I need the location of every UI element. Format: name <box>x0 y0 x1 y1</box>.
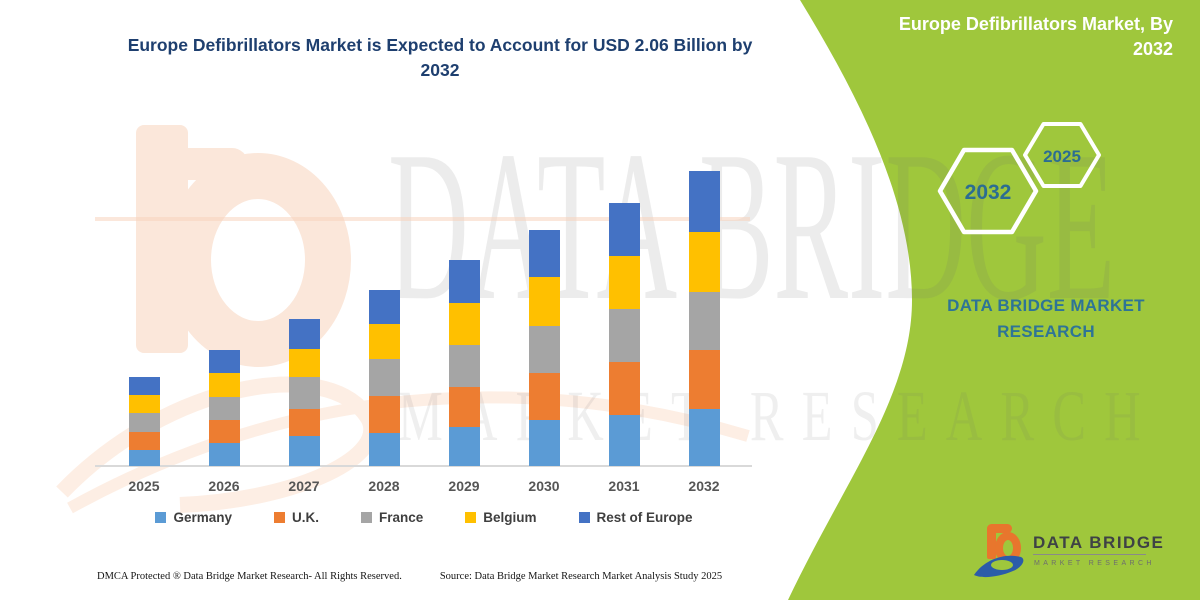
footer: DMCA Protected ® Data Bridge Market Rese… <box>97 571 722 582</box>
segment-belgium-2032[interactable] <box>689 231 720 292</box>
segment-rest-of-europe-2031[interactable] <box>609 202 640 256</box>
legend-marker-icon <box>155 512 167 523</box>
hexagon-2025-label: 2025 <box>1043 147 1081 166</box>
segment-germany-2030[interactable] <box>529 420 560 466</box>
watermark-text-secondary: MARKET RESEARCH <box>398 376 1159 456</box>
x-tick-2032: 2032 <box>688 478 720 494</box>
stacked-bar-2030[interactable] <box>529 230 560 466</box>
segment-germany-2025[interactable] <box>129 450 160 466</box>
legend-marker-icon <box>360 512 372 523</box>
legend: Germany U.K. France Belgium Rest of Europe <box>100 510 748 525</box>
legend-label: Germany <box>173 510 232 525</box>
legend-label: U.K. <box>291 510 319 525</box>
segment-france-2031[interactable] <box>609 308 640 362</box>
segment-rest-of-europe-2030[interactable] <box>529 230 560 278</box>
segment-u-k-2030[interactable] <box>529 373 560 421</box>
legend-item-rest-of-europe[interactable]: Rest of Europe <box>578 510 693 525</box>
hexagon-2025 <box>1023 122 1101 188</box>
segment-germany-2026[interactable] <box>209 443 240 466</box>
decorative-stripe <box>95 217 750 221</box>
segment-belgium-2029[interactable] <box>449 303 480 345</box>
x-tick-2025: 2025 <box>128 478 160 494</box>
segment-germany-2027[interactable] <box>289 436 320 466</box>
legend-label: Rest of Europe <box>596 510 693 525</box>
segment-belgium-2028[interactable] <box>369 324 400 359</box>
footer-source-text: Source: Data Bridge Market Research Mark… <box>439 571 723 582</box>
x-tick-2031: 2031 <box>608 478 640 494</box>
hexagon-2032 <box>937 147 1039 235</box>
segment-u-k-2028[interactable] <box>369 395 400 434</box>
segment-belgium-2025[interactable] <box>129 394 160 414</box>
legend-item-france[interactable]: France <box>360 510 424 525</box>
logo-underline <box>1033 554 1146 555</box>
segment-rest-of-europe-2026[interactable] <box>209 350 240 374</box>
segment-france-2026[interactable] <box>209 397 240 421</box>
segment-rest-of-europe-2025[interactable] <box>129 377 160 395</box>
x-tick-2028: 2028 <box>368 478 400 494</box>
panel-brand-text: DATA BRIDGE MARKET RESEARCH <box>947 296 1145 341</box>
stacked-bar-2025[interactable] <box>129 377 160 466</box>
segment-belgium-2031[interactable] <box>609 255 640 309</box>
segment-rest-of-europe-2029[interactable] <box>449 260 480 304</box>
panel-heading: Europe Defibrillators Market, By 2032 <box>898 14 1173 59</box>
stacked-bar-2032[interactable] <box>689 171 720 466</box>
segment-belgium-2027[interactable] <box>289 348 320 378</box>
segment-u-k-2029[interactable] <box>449 387 480 428</box>
dbmr-logo: DATA BRIDGE MARKET RESEARCH <box>974 524 1164 578</box>
segment-belgium-2026[interactable] <box>209 373 240 398</box>
segment-france-2032[interactable] <box>689 291 720 351</box>
segment-u-k-2032[interactable] <box>689 350 720 409</box>
stacked-bar-2027[interactable] <box>289 318 320 466</box>
footer-dmca-text: DMCA Protected ® Data Bridge Market Rese… <box>97 571 402 582</box>
segment-france-2030[interactable] <box>529 325 560 374</box>
stacked-bar-2029[interactable] <box>449 260 480 466</box>
legend-marker-icon <box>578 512 590 523</box>
legend-item-belgium[interactable]: Belgium <box>465 510 537 525</box>
segment-france-2029[interactable] <box>449 344 480 388</box>
logo-subtitle: MARKET RESEARCH <box>1034 560 1155 567</box>
segment-germany-2031[interactable] <box>609 414 640 466</box>
legend-marker-icon <box>273 512 285 523</box>
x-tick-2030: 2030 <box>528 478 560 494</box>
x-tick-2026: 2026 <box>208 478 240 494</box>
logo-title: DATA BRIDGE <box>1033 533 1164 552</box>
segment-rest-of-europe-2027[interactable] <box>289 318 320 349</box>
segment-france-2027[interactable] <box>289 377 320 409</box>
segment-germany-2028[interactable] <box>369 433 400 466</box>
watermark-text-primary: DATA BRIDGE <box>388 106 1116 345</box>
stacked-bar-2031[interactable] <box>609 202 640 466</box>
legend-item-germany[interactable]: Germany <box>155 510 232 525</box>
x-axis-line <box>95 465 752 467</box>
segment-france-2025[interactable] <box>129 413 160 432</box>
segment-u-k-2025[interactable] <box>129 431 160 451</box>
segment-france-2028[interactable] <box>369 358 400 396</box>
segment-u-k-2027[interactable] <box>289 408 320 436</box>
hexagon-2032-label: 2032 <box>965 181 1012 204</box>
legend-marker-icon <box>465 512 477 523</box>
legend-label: France <box>378 510 424 525</box>
segment-u-k-2031[interactable] <box>609 361 640 415</box>
segment-u-k-2026[interactable] <box>209 420 240 444</box>
segment-belgium-2030[interactable] <box>529 277 560 326</box>
segment-rest-of-europe-2028[interactable] <box>369 290 400 325</box>
stacked-bar-2028[interactable] <box>369 290 400 466</box>
segment-rest-of-europe-2032[interactable] <box>689 171 720 232</box>
logo-watermark <box>56 125 750 514</box>
legend-item-u-k[interactable]: U.K. <box>273 510 319 525</box>
dbmr-logo-mark-icon <box>974 524 1024 578</box>
plot-area: 2025 2026 2027 2028 2029 2030 2031 2032 <box>95 150 752 494</box>
x-tick-2027: 2027 <box>288 478 320 494</box>
hexagon-badges: 2032 2025 <box>937 122 1101 235</box>
stacked-bar-2026[interactable] <box>209 350 240 466</box>
x-tick-2029: 2029 <box>448 478 480 494</box>
legend-label: Belgium <box>483 510 537 525</box>
segment-germany-2032[interactable] <box>689 408 720 466</box>
chart-title: Europe Defibrillators Market is Expected… <box>127 35 753 80</box>
segment-germany-2029[interactable] <box>449 427 480 466</box>
